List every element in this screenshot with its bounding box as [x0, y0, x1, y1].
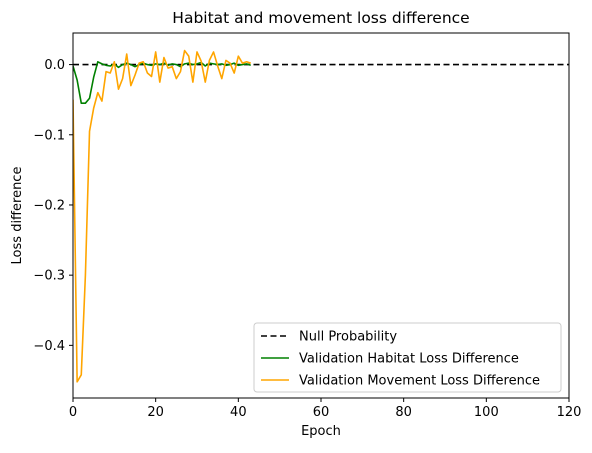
x-tick-label: 100: [474, 405, 499, 420]
chart-legend: Null Probability Validation Habitat Loss …: [253, 322, 562, 393]
movement-loss-series-line: [73, 49, 251, 383]
y-tick-label: −0.2: [33, 198, 65, 213]
x-axis-label: Epoch: [301, 424, 341, 439]
y-tick-label: −0.4: [33, 339, 65, 354]
x-tick-label: 80: [395, 405, 412, 420]
x-tick-label: 120: [557, 405, 582, 420]
x-tick-label: 40: [230, 405, 247, 420]
y-axis-label: Loss difference: [10, 167, 25, 265]
chart-axes: 0 20 40 60 80 100 120 0.0 −0.1 −0.2 −0.3 −0.4: [33, 32, 582, 420]
x-tick-label: 60: [313, 405, 330, 420]
y-tick-label: −0.3: [33, 269, 65, 284]
legend-habitat-label: Validation Habitat Loss Difference: [299, 352, 519, 367]
chart-marks: [73, 49, 569, 383]
legend-movement-label: Validation Movement Loss Difference: [299, 374, 540, 389]
legend-box: [253, 322, 562, 393]
x-tick-label: 0: [69, 405, 77, 420]
x-tick-label: 20: [147, 405, 164, 420]
legend-null-probability-label: Null Probability: [299, 330, 397, 345]
y-tick-label: 0.0: [44, 58, 65, 73]
y-tick-label: −0.1: [33, 128, 65, 143]
habitat-loss-series-line: [73, 60, 251, 104]
chart-title: Habitat and movement loss difference: [172, 9, 469, 27]
